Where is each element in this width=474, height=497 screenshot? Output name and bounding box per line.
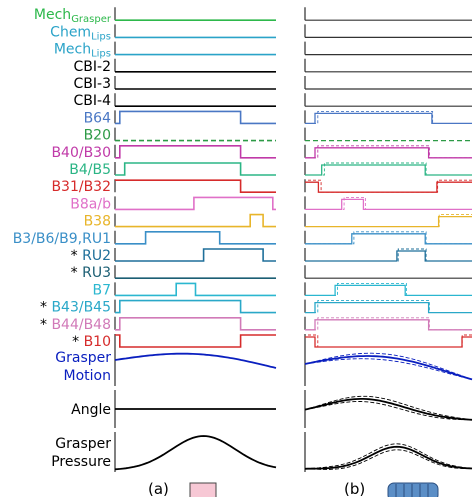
analog-b-grasper-pressure bbox=[304, 432, 473, 472]
analog-b-angle bbox=[304, 390, 473, 428]
analog-label-angle: Angle bbox=[71, 402, 111, 418]
trace-a-b8a-b bbox=[115, 196, 276, 211]
trace-a-b4-b5 bbox=[115, 162, 276, 176]
svg-text:CBI-2: CBI-2 bbox=[74, 59, 111, 75]
svg-text:B4/B5: B4/B5 bbox=[69, 162, 111, 178]
caption-a: (a) bbox=[148, 480, 169, 497]
svg-text:Angle: Angle bbox=[71, 402, 111, 418]
svg-text:Grasper: Grasper bbox=[55, 436, 111, 452]
svg-text:MechLips: MechLips bbox=[54, 42, 111, 60]
row-label-b44-b48: * B44/B48 bbox=[40, 317, 111, 333]
svg-text:* B43/B45: * B43/B45 bbox=[40, 300, 111, 316]
analog-b-grasper-motion bbox=[304, 346, 473, 386]
svg-text:* B44/B48: * B44/B48 bbox=[40, 317, 111, 333]
trace-a-b7 bbox=[115, 282, 276, 297]
row-label-b10: * B10 bbox=[72, 334, 111, 350]
trace-a-ru2 bbox=[115, 248, 276, 262]
trace-b-b64 bbox=[305, 110, 472, 125]
svg-text:B40/B30: B40/B30 bbox=[51, 145, 111, 161]
trace-b-b38 bbox=[305, 214, 472, 228]
panel-a-traces bbox=[114, 7, 277, 472]
trace-a-b3-b6-b9-ru1 bbox=[115, 231, 276, 245]
row-label-mech-grasper: MechGrasper bbox=[34, 7, 112, 25]
row-label-ru2: * RU2 bbox=[71, 248, 111, 264]
row-label-b8a-b: B8a/b bbox=[70, 196, 111, 212]
row-labels: MechGrasperChemLipsMechLipsCBI-2CBI-3CBI… bbox=[13, 7, 112, 470]
row-label-b31-b32: B31/B32 bbox=[51, 179, 111, 195]
svg-text:ChemLips: ChemLips bbox=[50, 24, 111, 42]
svg-text:B38: B38 bbox=[84, 214, 111, 230]
row-label-b4-b5: B4/B5 bbox=[69, 162, 111, 178]
trace-b-ru2 bbox=[305, 248, 472, 262]
trace-b-b8a-b bbox=[305, 196, 472, 211]
svg-text:B8a/b: B8a/b bbox=[70, 196, 111, 212]
row-label-cbi-2: CBI-2 bbox=[74, 59, 111, 75]
panel-a-icon bbox=[189, 482, 217, 497]
row-label-cbi-4: CBI-4 bbox=[74, 93, 112, 109]
analog-a-angle bbox=[114, 390, 276, 428]
analog-a-grasper-motion bbox=[114, 346, 277, 386]
row-label-cbi-3: CBI-3 bbox=[74, 76, 111, 92]
caption-b: (b) bbox=[344, 480, 365, 497]
svg-text:* RU3: * RU3 bbox=[71, 265, 111, 281]
trace-a-b40-b30 bbox=[115, 145, 276, 159]
trace-a-b31-b32 bbox=[115, 179, 276, 193]
panel-b-icon bbox=[387, 482, 439, 497]
svg-text:CBI-4: CBI-4 bbox=[74, 93, 112, 109]
svg-text:* RU2: * RU2 bbox=[71, 248, 111, 264]
row-label-b64: B64 bbox=[84, 110, 112, 126]
svg-text:CBI-3: CBI-3 bbox=[74, 76, 111, 92]
trace-a-b44-b48 bbox=[115, 317, 276, 331]
trace-b-b43-b45 bbox=[305, 300, 472, 314]
trace-b-b4-b5 bbox=[305, 162, 472, 176]
svg-text:MechGrasper: MechGrasper bbox=[34, 7, 112, 25]
trace-b-b40-b30 bbox=[305, 145, 472, 159]
row-label-mech-lips: MechLips bbox=[54, 42, 111, 60]
row-label-b38: B38 bbox=[84, 214, 111, 230]
row-label-b40-b30: B40/B30 bbox=[51, 145, 111, 161]
svg-text:B20: B20 bbox=[84, 128, 111, 144]
trace-b-b3-b6-b9-ru1 bbox=[305, 231, 472, 245]
svg-text:* B10: * B10 bbox=[72, 334, 111, 350]
svg-text:Motion: Motion bbox=[64, 368, 111, 384]
analog-label-grasper-motion: Grasper Motion bbox=[55, 350, 111, 384]
analog-label-grasper-pressure: Grasper Pressure bbox=[51, 436, 111, 470]
trace-a-b10 bbox=[115, 334, 276, 348]
row-label-ru3: * RU3 bbox=[71, 265, 111, 281]
trace-b-b44-b48 bbox=[305, 317, 472, 331]
svg-text:B3/B6/B9,RU1: B3/B6/B9,RU1 bbox=[13, 231, 111, 247]
trace-a-b43-b45 bbox=[115, 299, 276, 314]
row-label-b3-b6-b9-ru1: B3/B6/B9,RU1 bbox=[13, 231, 111, 247]
svg-text:Pressure: Pressure bbox=[51, 454, 111, 470]
trace-a-b38 bbox=[115, 213, 276, 228]
svg-text:B31/B32: B31/B32 bbox=[51, 179, 111, 195]
row-label-b7: B7 bbox=[92, 282, 111, 298]
svg-text:B7: B7 bbox=[92, 282, 111, 298]
trace-a-b64 bbox=[115, 110, 276, 125]
trace-b-b7 bbox=[305, 282, 472, 297]
row-label-b43-b45: * B43/B45 bbox=[40, 300, 111, 316]
analog-a-grasper-pressure bbox=[114, 432, 277, 472]
row-label-b20: B20 bbox=[84, 128, 111, 144]
svg-text:B64: B64 bbox=[84, 110, 112, 126]
panel-b-traces bbox=[304, 7, 473, 472]
trace-b-b10 bbox=[305, 334, 472, 348]
row-label-chem-lips: ChemLips bbox=[50, 24, 111, 42]
svg-text:Grasper: Grasper bbox=[55, 350, 111, 366]
trace-b-b31-b32 bbox=[305, 179, 472, 193]
